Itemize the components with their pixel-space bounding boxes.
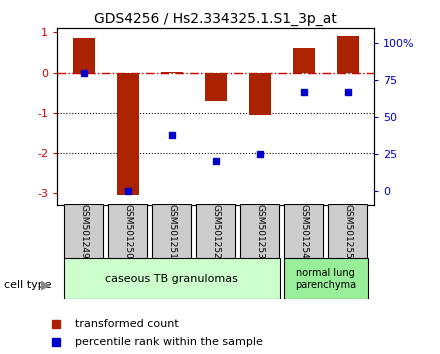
Bar <box>240 204 279 258</box>
Text: percentile rank within the sample: percentile rank within the sample <box>75 337 263 347</box>
Text: normal lung
parenchyma: normal lung parenchyma <box>295 268 356 290</box>
Bar <box>284 204 323 258</box>
Text: GSM501254: GSM501254 <box>299 204 308 258</box>
Text: GSM501251: GSM501251 <box>167 204 176 258</box>
Text: GSM501252: GSM501252 <box>211 204 220 258</box>
Bar <box>196 204 235 258</box>
Text: GSM501255: GSM501255 <box>343 204 352 258</box>
Text: GSM501249: GSM501249 <box>79 204 88 258</box>
Text: caseous TB granulomas: caseous TB granulomas <box>105 274 238 284</box>
Text: GSM501250: GSM501250 <box>123 204 132 258</box>
Bar <box>117 73 139 195</box>
Bar <box>328 204 367 258</box>
Text: ▶: ▶ <box>41 279 51 291</box>
Bar <box>152 204 191 258</box>
Bar <box>64 258 280 299</box>
Bar <box>205 73 227 101</box>
Bar <box>108 204 147 258</box>
Text: GSM501253: GSM501253 <box>255 204 264 258</box>
Bar <box>293 48 315 73</box>
Bar <box>284 258 368 299</box>
Text: GDS4256 / Hs2.334325.1.S1_3p_at: GDS4256 / Hs2.334325.1.S1_3p_at <box>94 12 337 27</box>
Bar <box>64 204 103 258</box>
Bar <box>337 36 359 73</box>
Text: cell type: cell type <box>4 280 52 290</box>
Bar <box>73 38 95 73</box>
Text: transformed count: transformed count <box>75 319 179 329</box>
Bar <box>249 73 271 115</box>
Bar <box>161 72 183 73</box>
